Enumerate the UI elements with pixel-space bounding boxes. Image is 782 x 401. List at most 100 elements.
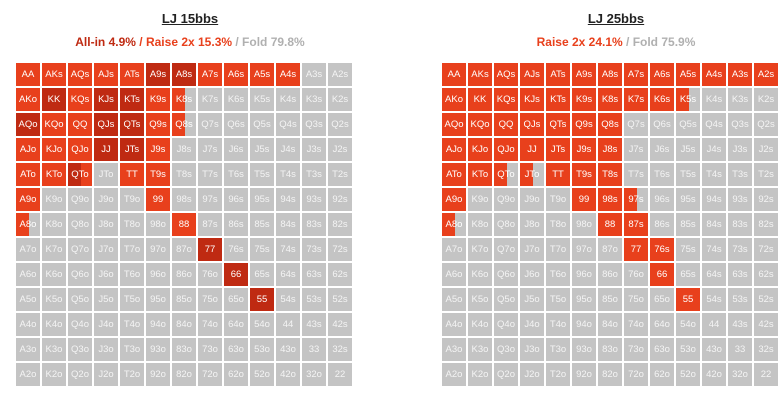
- hand-cell-k2o: K2o: [41, 362, 67, 387]
- hand-cell-j5s: J5s: [249, 137, 275, 162]
- hand-cell-97o: 97o: [571, 237, 597, 262]
- hand-cell-kto: KTo: [467, 162, 493, 187]
- hand-cell-k7s: K7s: [623, 87, 649, 112]
- hand-cell-97o: 97o: [145, 237, 171, 262]
- chart-subtitle: All-in 4.9% / Raise 2x 15.3% / Fold 79.8…: [15, 35, 365, 49]
- hand-cell-a9o: A9o: [441, 187, 467, 212]
- hand-cell-q8o: Q8o: [67, 212, 93, 237]
- hand-cell-54s: 54s: [701, 287, 727, 312]
- hand-cell-q4s: Q4s: [275, 112, 301, 137]
- hand-cell-64s: 64s: [701, 262, 727, 287]
- hand-cell-a7o: A7o: [15, 237, 41, 262]
- hand-cell-qto: QTo: [67, 162, 93, 187]
- hand-cell-92s: 92s: [753, 187, 779, 212]
- hand-cell-98o: 98o: [571, 212, 597, 237]
- hand-cell-j6s: J6s: [223, 137, 249, 162]
- hand-cell-86o: 86o: [597, 262, 623, 287]
- hand-cell-j9s: J9s: [571, 137, 597, 162]
- hand-cell-q6s: Q6s: [223, 112, 249, 137]
- hand-cell-ako: AKo: [441, 87, 467, 112]
- hand-cell-k6o: K6o: [467, 262, 493, 287]
- hand-cell-q9o: Q9o: [67, 187, 93, 212]
- hand-cell-k5s: K5s: [249, 87, 275, 112]
- hand-cell-j3s: J3s: [727, 137, 753, 162]
- hand-cell-t3o: T3o: [545, 337, 571, 362]
- hand-cell-q5s: Q5s: [249, 112, 275, 137]
- hand-cell-83s: 83s: [727, 212, 753, 237]
- hand-cell-t5s: T5s: [249, 162, 275, 187]
- hand-cell-72s: 72s: [753, 237, 779, 262]
- hand-cell-t5o: T5o: [545, 287, 571, 312]
- legend-allin: All-in 4.9%: [75, 35, 136, 49]
- hand-cell-qjo: QJo: [493, 137, 519, 162]
- hand-cell-55: 55: [249, 287, 275, 312]
- hand-cell-k9s: K9s: [145, 87, 171, 112]
- hand-cell-j2o: J2o: [93, 362, 119, 387]
- hand-cell-k8s: K8s: [597, 87, 623, 112]
- hand-cell-k3s: K3s: [727, 87, 753, 112]
- hand-cell-t4s: T4s: [275, 162, 301, 187]
- hand-cell-98s: 98s: [171, 187, 197, 212]
- hand-cell-64o: 64o: [649, 312, 675, 337]
- hand-cell-aqs: AQs: [493, 62, 519, 87]
- hand-cell-j4s: J4s: [701, 137, 727, 162]
- hand-cell-66: 66: [223, 262, 249, 287]
- hand-cell-85o: 85o: [171, 287, 197, 312]
- hand-cell-kk: KK: [467, 87, 493, 112]
- hand-cell-t3s: T3s: [301, 162, 327, 187]
- hand-cell-ajo: AJo: [441, 137, 467, 162]
- legend-raise: Raise 2x 15.3%: [145, 35, 233, 49]
- hand-cell-q7o: Q7o: [493, 237, 519, 262]
- hand-cell-kts: KTs: [119, 87, 145, 112]
- hand-cell-93s: 93s: [301, 187, 327, 212]
- hand-cell-a7s: A7s: [623, 62, 649, 87]
- hand-cell-k4s: K4s: [275, 87, 301, 112]
- hand-cell-k3o: K3o: [41, 337, 67, 362]
- hand-cell-a8s: A8s: [597, 62, 623, 87]
- hand-cell-q9o: Q9o: [493, 187, 519, 212]
- hand-cell-33: 33: [727, 337, 753, 362]
- hand-cell-q2s: Q2s: [753, 112, 779, 137]
- hand-cell-ajs: AJs: [93, 62, 119, 87]
- hand-cell-kqs: KQs: [67, 87, 93, 112]
- hand-cell-85o: 85o: [597, 287, 623, 312]
- hand-cell-qts: QTs: [119, 112, 145, 137]
- hand-cell-74o: 74o: [623, 312, 649, 337]
- hand-cell-k5o: K5o: [467, 287, 493, 312]
- hand-cell-q2s: Q2s: [327, 112, 353, 137]
- hand-cell-75o: 75o: [197, 287, 223, 312]
- hand-cell-53s: 53s: [301, 287, 327, 312]
- chart-title: LJ 15bbs: [161, 11, 219, 26]
- legend-separator: /: [232, 35, 243, 49]
- hand-cell-q2o: Q2o: [493, 362, 519, 387]
- hand-cell-j7o: J7o: [93, 237, 119, 262]
- hand-cell-k9s: K9s: [571, 87, 597, 112]
- hand-cell-t4s: T4s: [701, 162, 727, 187]
- hand-cell-t5o: T5o: [119, 287, 145, 312]
- hand-cell-95o: 95o: [571, 287, 597, 312]
- hand-cell-42o: 42o: [275, 362, 301, 387]
- hand-cell-a8s: A8s: [171, 62, 197, 87]
- hand-cell-82s: 82s: [753, 212, 779, 237]
- hand-cell-95s: 95s: [249, 187, 275, 212]
- hand-cell-a2o: A2o: [441, 362, 467, 387]
- hand-cell-84s: 84s: [275, 212, 301, 237]
- hand-cell-q4s: Q4s: [701, 112, 727, 137]
- hand-cell-75s: 75s: [675, 237, 701, 262]
- hand-cell-a3o: A3o: [15, 337, 41, 362]
- hand-cell-t6o: T6o: [119, 262, 145, 287]
- hand-cell-t9s: T9s: [145, 162, 171, 187]
- hand-cell-t7s: T7s: [623, 162, 649, 187]
- hand-cell-92o: 92o: [571, 362, 597, 387]
- hand-cell-73s: 73s: [301, 237, 327, 262]
- hand-cell-a9o: A9o: [15, 187, 41, 212]
- hand-cell-55: 55: [675, 287, 701, 312]
- hand-cell-a2s: A2s: [753, 62, 779, 87]
- hand-cell-43s: 43s: [301, 312, 327, 337]
- hand-cell-k4o: K4o: [467, 312, 493, 337]
- hand-cell-a6s: A6s: [649, 62, 675, 87]
- hand-cell-k4s: K4s: [701, 87, 727, 112]
- hand-cell-t7o: T7o: [119, 237, 145, 262]
- hand-cell-73o: 73o: [197, 337, 223, 362]
- hand-cell-jto: JTo: [519, 162, 545, 187]
